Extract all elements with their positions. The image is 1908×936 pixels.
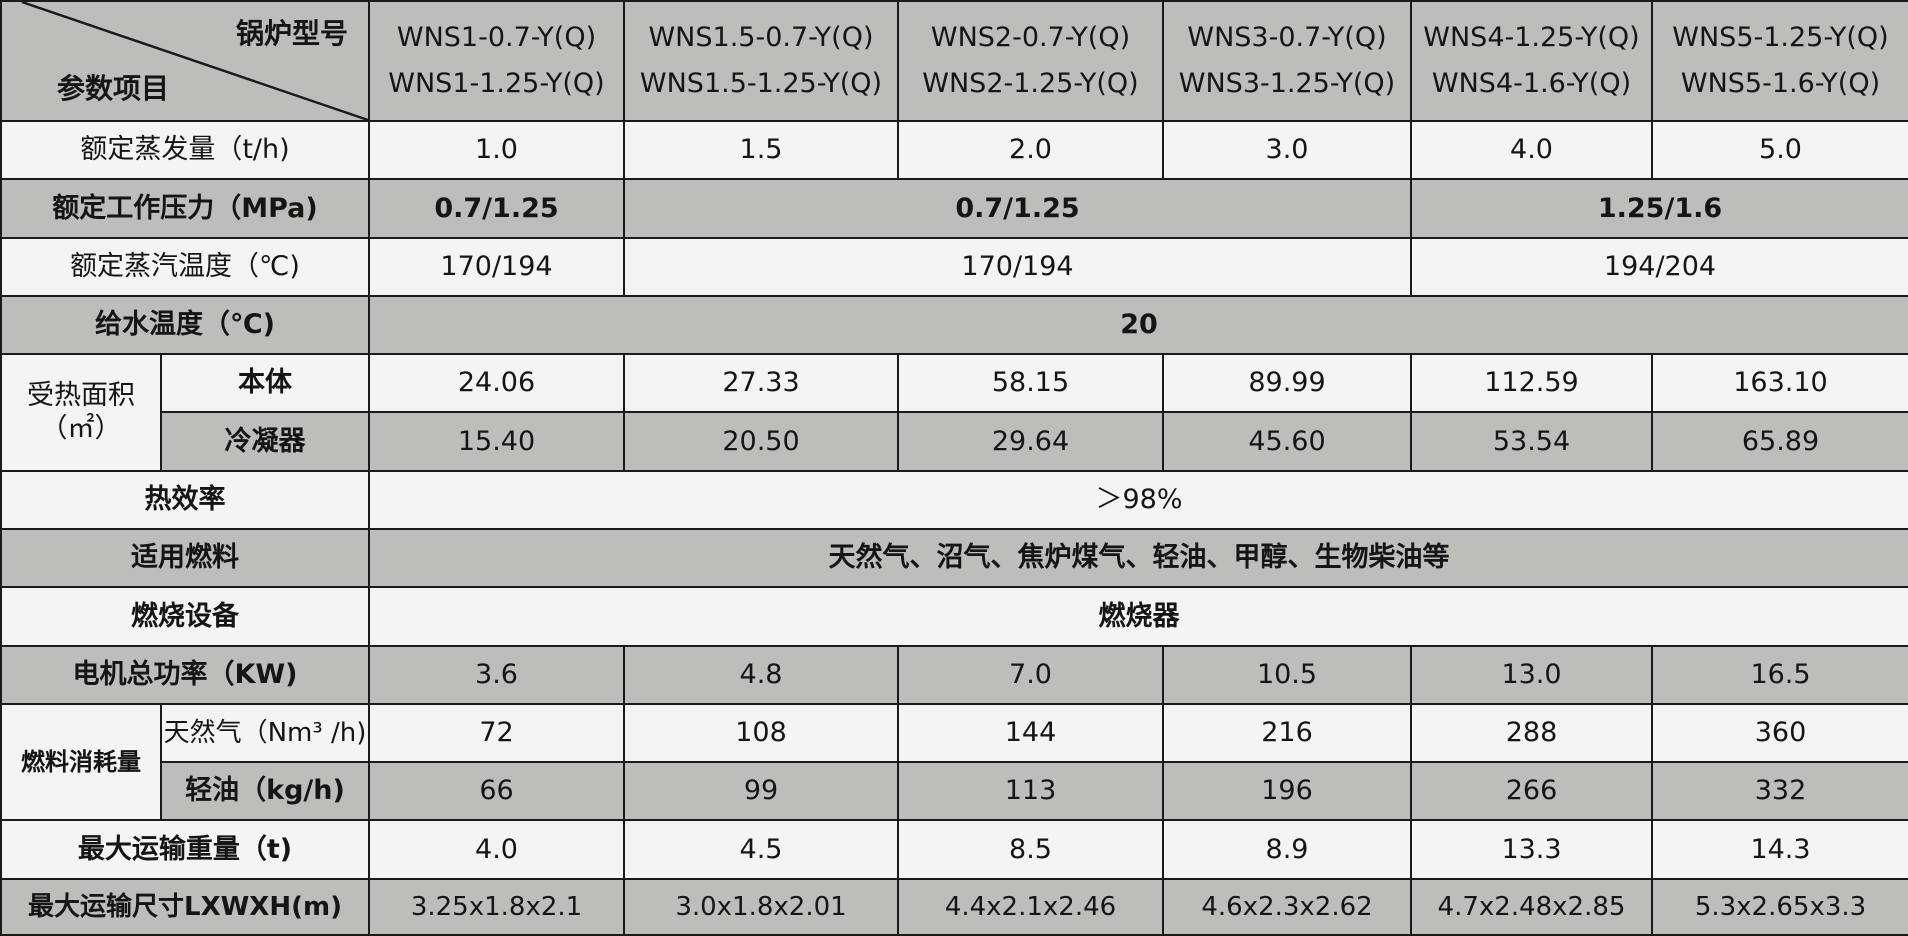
- cell: 15.40: [368, 411, 625, 472]
- cell: 66: [368, 761, 625, 822]
- cell: 216: [1162, 702, 1412, 764]
- row-group-label: 燃料消耗量: [0, 702, 162, 822]
- row-label: 轻油（kg/h): [160, 761, 370, 822]
- model-header: WNS4-1.25-Y(Q) WNS4-1.6-Y(Q): [1410, 0, 1653, 122]
- model-header: WNS3-0.7-Y(Q) WNS3-1.25-Y(Q): [1162, 0, 1412, 122]
- row-label: 天然气（Nm³ /h): [160, 702, 370, 764]
- cell: 1.0: [368, 119, 625, 181]
- model-header: WNS5-1.25-Y(Q) WNS5-1.6-Y(Q): [1651, 0, 1908, 122]
- cell: 194/204: [1410, 236, 1908, 297]
- row-label: 给水温度（℃): [0, 294, 370, 356]
- cell: 5.0: [1651, 119, 1908, 181]
- row-label: 电机总功率（KW): [0, 644, 370, 705]
- cell: 20: [368, 294, 1908, 356]
- row-label: 本体: [160, 353, 370, 414]
- cell: 16.5: [1651, 644, 1908, 705]
- cell: 113: [897, 761, 1164, 822]
- cell: 5.3x2.65x3.3: [1651, 877, 1908, 936]
- cell: 332: [1651, 761, 1908, 822]
- row-steam: 额定蒸发量（t/h) 1.0 1.5 2.0 3.0 4.0 5.0: [0, 119, 1908, 181]
- cell: 8.5: [897, 819, 1164, 880]
- row-label: 适用燃料: [0, 527, 370, 589]
- cell: 2.0: [897, 119, 1164, 181]
- cell: ＞98%: [368, 469, 1908, 530]
- cell: 4.0: [368, 819, 625, 880]
- cell: 8.9: [1162, 819, 1412, 880]
- row-label: 额定蒸汽温度（℃): [0, 236, 370, 297]
- cell: 20.50: [623, 411, 899, 472]
- row-oil: 轻油（kg/h) 66 99 113 196 266 332: [1, 761, 1908, 822]
- header-corner-cell: 锅炉型号 参数项目: [0, 0, 370, 122]
- model-header: WNS1.5-0.7-Y(Q) WNS1.5-1.25-Y(Q): [623, 0, 899, 122]
- cell: 45.60: [1162, 411, 1412, 472]
- cell: 144: [897, 702, 1164, 764]
- cell: 65.89: [1651, 411, 1908, 472]
- cell: 7.0: [897, 644, 1164, 705]
- cell: 1.5: [623, 119, 899, 181]
- row-label: 燃烧设备: [0, 586, 370, 647]
- cell: 10.5: [1162, 644, 1412, 705]
- cell: 360: [1651, 702, 1908, 764]
- cell: 4.0: [1410, 119, 1653, 181]
- row-eff: 热效率 ＞98%: [0, 469, 1908, 530]
- cell: 4.8: [623, 644, 899, 705]
- row-label: 冷凝器: [160, 411, 370, 472]
- cell: 4.7x2.48x2.85: [1410, 877, 1653, 936]
- cell: 天然气、沼气、焦炉煤气、轻油、甲醇、生物柴油等: [368, 527, 1908, 589]
- model-header: WNS2-0.7-Y(Q) WNS2-1.25-Y(Q): [897, 0, 1164, 122]
- row-pressure: 额定工作压力（MPa) 0.7/1.25 0.7/1.25 1.25/1.6: [0, 178, 1908, 239]
- cell: 112.59: [1410, 353, 1653, 414]
- row-burner: 燃烧设备 燃烧器: [0, 586, 1908, 647]
- row-fuel: 适用燃料 天然气、沼气、焦炉煤气、轻油、甲醇、生物柴油等: [0, 527, 1908, 589]
- row-weight: 最大运输重量（t) 4.0 4.5 8.5 8.9 13.3 14.3: [0, 819, 1908, 880]
- row-label: 热效率: [0, 469, 370, 530]
- row-gas: 燃料消耗量 天然气（Nm³ /h) 72 108 144 216 288 360: [0, 702, 1908, 822]
- cell: 4.4x2.1x2.46: [897, 877, 1164, 936]
- row-label: 额定蒸发量（t/h): [0, 119, 370, 181]
- cell: 58.15: [897, 353, 1164, 414]
- cell: 13.0: [1410, 644, 1653, 705]
- row-power: 电机总功率（KW) 3.6 4.8 7.0 10.5 13.0 16.5: [0, 644, 1908, 705]
- cell: 170/194: [623, 236, 1412, 297]
- cell: 3.0x1.8x2.01: [623, 877, 899, 936]
- row-temp: 额定蒸汽温度（℃) 170/194 170/194 194/204: [0, 236, 1908, 297]
- cell: 170/194: [368, 236, 625, 297]
- cell: 1.25/1.6: [1410, 178, 1908, 239]
- row-area-body: 受热面积 （㎡） 本体 24.06 27.33 58.15 89.99 112.5…: [0, 353, 1908, 472]
- cell: 3.25x1.8x2.1: [368, 877, 625, 936]
- cell: 53.54: [1410, 411, 1653, 472]
- cell: 3.6: [368, 644, 625, 705]
- row-label: 额定工作压力（MPa): [0, 178, 370, 239]
- row-area-cond: 冷凝器 15.40 20.50 29.64 45.60 53.54 65.89: [1, 411, 1908, 472]
- cell: 108: [623, 702, 899, 764]
- cell: 99: [623, 761, 899, 822]
- cell: 288: [1410, 702, 1653, 764]
- header-row: 锅炉型号 参数项目 WNS1-0.7-Y(Q) WNS1-1.25-Y(Q) WN…: [0, 0, 1908, 122]
- cell: 14.3: [1651, 819, 1908, 880]
- model-label: 锅炉型号: [235, 17, 348, 50]
- model-header: WNS1-0.7-Y(Q) WNS1-1.25-Y(Q): [368, 0, 625, 122]
- row-label: 最大运输重量（t): [0, 819, 370, 880]
- row-feed: 给水温度（℃) 20: [0, 294, 1908, 356]
- param-label: 参数项目: [57, 72, 170, 105]
- row-size: 最大运输尺寸LXWXH(m) 3.25x1.8x2.1 3.0x1.8x2.01…: [0, 877, 1908, 936]
- cell: 266: [1410, 761, 1653, 822]
- cell: 89.99: [1162, 353, 1412, 414]
- cell: 3.0: [1162, 119, 1412, 181]
- row-group-label: 受热面积 （㎡）: [0, 353, 162, 472]
- cell: 29.64: [897, 411, 1164, 472]
- cell: 163.10: [1651, 353, 1908, 414]
- cell: 27.33: [623, 353, 899, 414]
- cell: 196: [1162, 761, 1412, 822]
- cell: 4.5: [623, 819, 899, 880]
- cell: 72: [368, 702, 625, 764]
- cell: 13.3: [1410, 819, 1653, 880]
- cell: 24.06: [368, 353, 625, 414]
- cell: 4.6x2.3x2.62: [1162, 877, 1412, 936]
- cell: 燃烧器: [368, 586, 1908, 647]
- cell: 0.7/1.25: [368, 178, 625, 239]
- cell: 0.7/1.25: [623, 178, 1412, 239]
- row-label: 最大运输尺寸LXWXH(m): [0, 877, 370, 936]
